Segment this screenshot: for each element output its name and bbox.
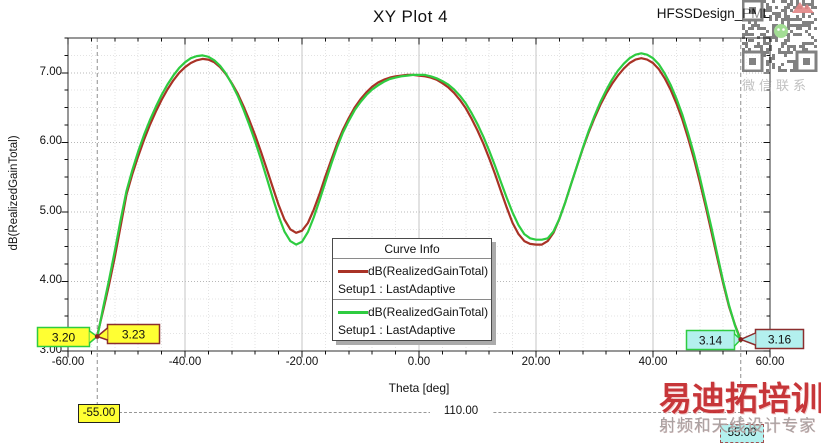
axes: [61, 37, 771, 358]
brand-name: 易迪拓培训: [659, 380, 821, 417]
legend-entry-setup: Setup1 : LastAdaptive: [338, 323, 456, 337]
qr-code-icon: [741, 0, 818, 73]
brand-watermark: 易迪拓培训 射频和天线设计专家: [659, 382, 821, 435]
y-tick-label: 6.00: [39, 135, 62, 148]
legend-entry-green: dB(RealizedGainTotal) Setup1 : LastAdapt…: [333, 299, 491, 340]
marker-callout-3_23[interactable]: 3.23: [95, 323, 161, 345]
green-gain-curve: [96, 52, 742, 343]
marker-callout-3_20[interactable]: 3.20: [36, 326, 99, 348]
marker-distance-label: 110.00: [430, 405, 492, 417]
marker-x-right-box[interactable]: 55.00: [720, 424, 764, 443]
marker-dot[interactable]: [94, 334, 100, 339]
legend-curve-info[interactable]: Curve Info dB(RealizedGainTotal) Setup1 …: [332, 238, 492, 341]
legend-entry-label: dB(RealizedGainTotal): [368, 305, 489, 319]
marker-callouts: 3.20 3.23 3.14 3.16: [36, 323, 805, 351]
y-tick-label: 4.00: [39, 274, 62, 287]
marker-lines: [96, 38, 742, 424]
marker-callout-3_14[interactable]: 3.14: [685, 329, 742, 351]
x-tick-label: -20.00: [285, 356, 319, 368]
x-tick-label: 20.00: [521, 356, 551, 368]
x-tick-label: 0.00: [407, 356, 431, 368]
marker-dot[interactable]: [738, 337, 744, 342]
wechat-caption: 微信联系: [742, 78, 811, 93]
x-tick-label: 60.00: [755, 356, 785, 368]
x-tick-label: -40.00: [168, 356, 202, 368]
curves: [96, 52, 742, 343]
red-curve-swatch: [338, 269, 368, 273]
marker-callout-3_16[interactable]: 3.16: [738, 328, 805, 350]
legend-entry-setup: Setup1 : LastAdaptive: [338, 282, 456, 296]
brand-tagline: 射频和天线设计专家: [659, 417, 817, 435]
qr-watermark: 微信联系: [741, 0, 821, 93]
legend-entry-red: dB(RealizedGainTotal) Setup1 : LastAdapt…: [333, 259, 491, 299]
marker-x-left-box[interactable]: -55.00: [78, 404, 120, 423]
legend-entry-label: dB(RealizedGainTotal): [368, 264, 489, 278]
page-title: XY Plot 4: [372, 7, 449, 26]
marker-value: 3.16: [768, 333, 792, 347]
marker-value: 3.23: [122, 328, 146, 342]
marker-value: 3.14: [699, 334, 723, 348]
x-axis-title: Theta [deg]: [388, 381, 450, 395]
y-tick-label: 7.00: [39, 65, 62, 78]
y-tick-label: 5.00: [39, 204, 62, 217]
legend-header: Curve Info: [333, 239, 491, 259]
x-tick-label: 40.00: [638, 356, 668, 368]
grid: [68, 38, 770, 351]
marker-value: 3.20: [52, 331, 76, 345]
green-curve-swatch: [338, 310, 368, 314]
x-tick-label: -60.00: [51, 356, 85, 368]
